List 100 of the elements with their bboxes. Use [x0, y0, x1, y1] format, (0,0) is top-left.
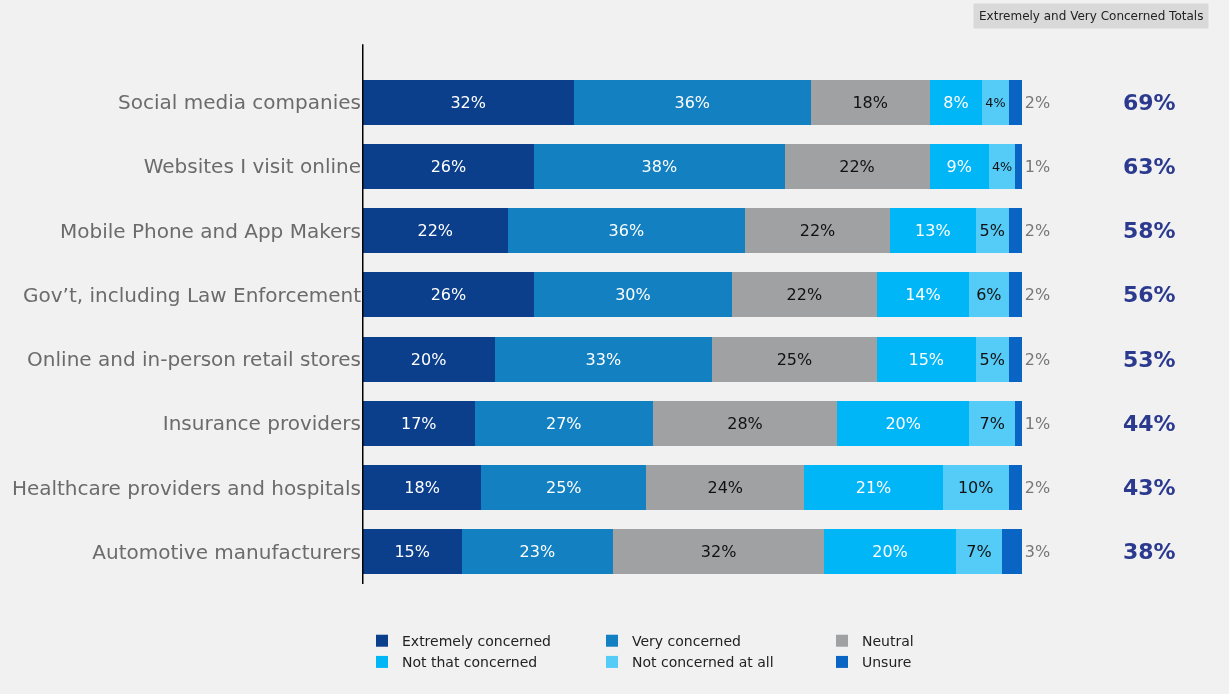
bar — [837, 400, 970, 446]
bar — [362, 529, 462, 575]
data-label: 20% — [872, 542, 908, 562]
data-label: 8% — [943, 92, 969, 112]
bar — [1008, 465, 1022, 511]
data-label: 18% — [404, 478, 440, 498]
data-label: 33% — [585, 349, 622, 369]
bar — [929, 143, 989, 189]
text: 69% — [1123, 90, 1176, 115]
bar — [1015, 400, 1022, 446]
bar — [955, 529, 1003, 575]
bar — [969, 272, 1009, 318]
y-tick-label: Websites I visit online — [143, 154, 361, 179]
legend-label: Unsure — [862, 654, 912, 671]
text: 56% — [1123, 282, 1176, 307]
data-label: 14% — [905, 285, 941, 305]
data-label: 32% — [700, 542, 737, 562]
text: 44% — [1123, 411, 1176, 436]
data-label: 2% — [1024, 221, 1051, 241]
y-tick-label: Gov’t, including Law Enforcement — [22, 282, 362, 307]
data-label: 5% — [979, 221, 1005, 241]
bar — [975, 208, 1009, 254]
bar — [461, 529, 614, 575]
data-label: 13% — [915, 221, 951, 241]
data-label: 36% — [674, 92, 711, 112]
data-label: 32% — [450, 92, 486, 112]
data-label: 2% — [1024, 349, 1051, 369]
bar — [1008, 79, 1022, 125]
data-label: 23% — [519, 542, 556, 562]
bar — [534, 272, 732, 318]
data-label: 30% — [615, 285, 651, 305]
data-label: 7% — [979, 413, 1005, 433]
data-label: 2% — [1024, 478, 1051, 498]
bar — [810, 79, 930, 125]
data-label: 5% — [979, 349, 1005, 369]
bar — [890, 208, 976, 254]
data-label: 7% — [966, 542, 992, 562]
bar — [362, 208, 508, 254]
y-tick-label: Social media companies — [118, 90, 361, 115]
data-label: 2% — [1024, 285, 1051, 305]
bar — [824, 529, 956, 575]
data-label: 15% — [908, 349, 945, 369]
bar — [784, 143, 930, 189]
data-label: 1% — [1024, 413, 1051, 433]
bar — [1008, 336, 1022, 382]
text: 38% — [1123, 539, 1176, 564]
y-tick-label: Insurance providers — [162, 411, 361, 436]
bar — [481, 465, 647, 511]
bar — [731, 272, 877, 318]
bar — [1002, 529, 1022, 575]
data-label: 26% — [430, 285, 467, 305]
bar — [613, 529, 825, 575]
data-label: 28% — [727, 413, 763, 433]
bar — [745, 208, 890, 254]
bar — [1008, 208, 1022, 254]
text: 63% — [1123, 154, 1176, 179]
data-label: 22% — [417, 221, 454, 241]
data-label: 15% — [394, 542, 430, 562]
legend-label: Extremely concerned — [402, 633, 551, 650]
data-label: 22% — [799, 221, 836, 241]
data-label: 24% — [707, 478, 744, 498]
bar — [646, 465, 805, 511]
data-label: 25% — [545, 478, 582, 498]
text: Extremely and Very Concerned Totals — [979, 9, 1204, 23]
data-label: 36% — [608, 221, 645, 241]
bar — [804, 465, 943, 511]
data-label: 18% — [852, 92, 889, 112]
legend-label: Not concerned at all — [632, 654, 774, 671]
bar — [534, 143, 785, 189]
bar — [988, 143, 1016, 189]
data-label: 26% — [430, 156, 467, 176]
y-tick-label: Automotive manufacturers — [92, 539, 361, 564]
data-label: 1% — [1024, 156, 1051, 176]
bar — [507, 208, 746, 254]
data-label: 27% — [545, 413, 582, 433]
data-label: 21% — [855, 478, 892, 498]
data-label: 4% — [985, 94, 1006, 110]
data-label: 9% — [946, 156, 972, 176]
bar — [969, 400, 1016, 446]
data-label: 22% — [839, 156, 875, 176]
bar — [474, 400, 653, 446]
bar — [494, 336, 713, 382]
bar — [876, 336, 976, 382]
legend-label: Very concerned — [632, 633, 741, 650]
legend-label: Neutral — [862, 633, 914, 650]
data-label: 17% — [400, 413, 437, 433]
bar — [1015, 143, 1022, 189]
data-label: 22% — [786, 285, 823, 305]
bar — [1008, 272, 1022, 318]
y-tick-label: Online and in-person retail stores — [27, 347, 361, 372]
bar — [573, 79, 811, 125]
bar — [652, 400, 838, 446]
y-tick-label: Healthcare providers and hospitals — [11, 475, 361, 500]
y-tick-label: Mobile Phone and App Makers — [59, 218, 361, 243]
bar — [982, 79, 1009, 125]
bar — [362, 400, 475, 446]
bar — [362, 272, 535, 318]
bar — [362, 465, 482, 511]
bar — [876, 272, 970, 318]
data-label: 25% — [776, 349, 813, 369]
